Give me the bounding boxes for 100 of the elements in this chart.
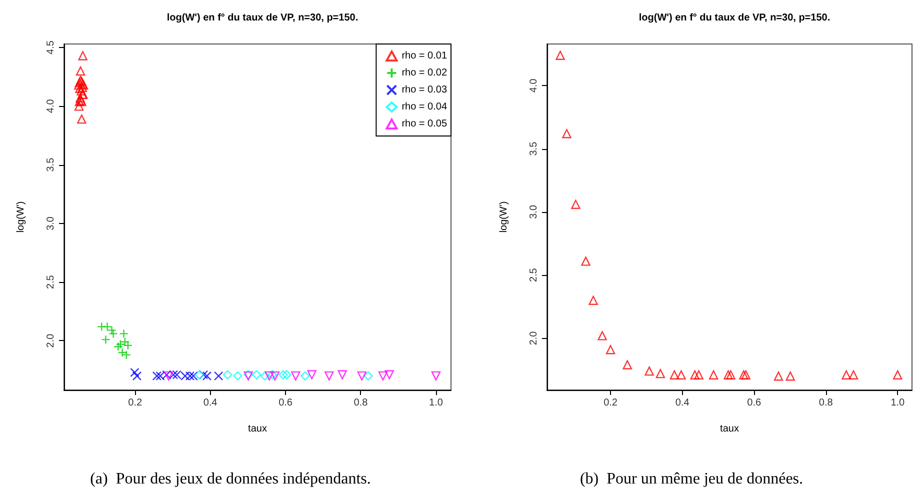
point [223,370,232,380]
point [76,93,85,103]
y-tick-label: 2.5 [46,274,56,290]
point [282,370,292,380]
point [338,370,347,380]
point [162,370,172,380]
point [152,371,162,381]
legend-label: rho = 0.02 [402,68,448,78]
point [76,86,86,96]
point [357,371,366,381]
y-tick-label: 2.0 [46,333,56,348]
point [848,370,858,380]
x-axis-title: taux [248,424,267,434]
point [194,370,204,380]
x-tick-label: 0.4 [675,398,690,408]
point [670,370,680,380]
point [233,371,242,381]
point [116,340,126,349]
point [656,368,666,378]
point [74,78,84,88]
text: (b) Pour un même jeu de données. [580,470,804,488]
point [724,370,733,380]
point [893,370,902,380]
y-tick-label: 3.0 [528,204,540,219]
point [598,331,607,340]
point [571,200,580,209]
point [364,371,373,381]
point [101,334,110,344]
point [168,370,178,380]
point [726,370,736,380]
legend-label: rho = 0.01 [402,50,448,62]
point [252,370,262,380]
y-tick-label: 4.0 [46,98,56,114]
point [78,82,88,92]
point [556,50,565,60]
point [581,256,590,266]
x-tick-label: 0.4 [203,398,218,408]
point [644,366,654,376]
point [676,370,686,380]
point [260,371,270,381]
chart-title: log(W') en f° du taux de VP, n=30, p=150. [638,12,830,24]
point [172,370,182,380]
legend-label: rho = 0.04 [402,102,448,112]
point [291,371,300,381]
x-tick-label: 0.2 [604,398,618,408]
x-tick-label: 0.6 [278,398,293,408]
point [270,371,280,381]
point [76,66,86,76]
x-tick-label: 0.8 [818,398,834,408]
point [300,371,310,381]
x-tick-label: 1.0 [429,398,444,408]
point [842,370,851,380]
y-tick-label: 4.0 [528,78,540,93]
y-axis-title: log(W') [498,201,510,233]
point [132,371,142,381]
point [214,371,224,381]
point [431,371,441,381]
y-axis-title: log(W') [16,201,26,233]
point [130,368,140,378]
x-tick-label: 0.8 [354,398,368,408]
point [307,370,316,380]
point [606,344,616,354]
point [268,370,277,380]
point [119,329,128,338]
point [774,372,784,381]
point [786,372,795,381]
point [108,329,118,338]
x-tick-label: 0.2 [128,398,142,408]
legend-label: rho = 0.05 [402,118,448,130]
x-tick-label: 1.0 [890,398,906,408]
y-tick-label: 3.0 [46,216,56,230]
point [180,371,190,381]
point [185,371,195,381]
point [202,371,212,381]
point [97,322,106,332]
point [690,370,700,380]
point [384,370,394,380]
point [188,371,198,381]
point [324,371,334,381]
y-tick-label: 2.0 [528,330,540,346]
point [198,370,208,380]
point [708,370,718,380]
x-tick-label: 0.6 [747,398,762,408]
point [77,114,86,124]
point [378,371,388,381]
point [694,370,704,380]
point [156,371,165,381]
point [123,340,133,350]
point [78,51,88,60]
point [741,370,750,380]
point [120,337,130,347]
point [122,350,132,360]
x-axis-title: taux [720,424,739,434]
y-tick-label: 2.5 [528,268,540,282]
y-tick-label: 3.5 [46,157,56,172]
point [562,129,572,138]
point [588,296,598,305]
point [264,371,274,381]
point [74,102,84,111]
point [622,360,632,370]
